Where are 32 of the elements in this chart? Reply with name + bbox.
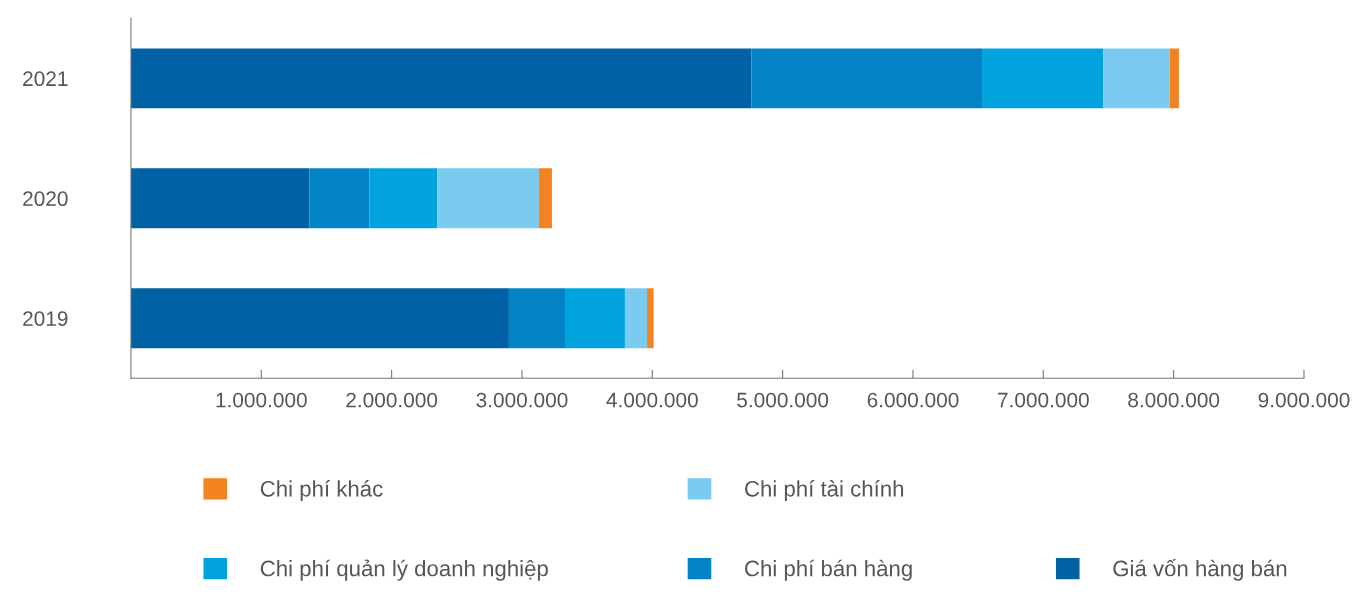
bar bbox=[751, 48, 983, 109]
x-tick-label: 9.000.000 bbox=[1258, 392, 1350, 408]
bar bbox=[508, 288, 565, 349]
bar bbox=[130, 288, 509, 349]
x-tick-label: 2.000.000 bbox=[346, 392, 438, 408]
x-tick-label: 8.000.000 bbox=[1128, 392, 1220, 408]
bar bbox=[647, 288, 654, 349]
bar bbox=[564, 288, 625, 349]
bar bbox=[1169, 48, 1179, 109]
x-tick-label: 6.000.000 bbox=[867, 392, 959, 408]
bar bbox=[130, 168, 310, 229]
bar bbox=[437, 168, 539, 229]
bar bbox=[1103, 48, 1170, 109]
bar bbox=[130, 48, 752, 109]
x-tick-label: 7.000.000 bbox=[998, 392, 1089, 408]
bar bbox=[982, 48, 1104, 109]
y-tick-label: 2019 bbox=[23, 311, 68, 326]
x-tick-label: 5.000.000 bbox=[737, 392, 829, 408]
legend-label: Chi phí khác bbox=[260, 480, 383, 502]
x-tick-label: 1.000.000 bbox=[216, 392, 307, 408]
bar bbox=[369, 168, 438, 229]
bar bbox=[309, 168, 370, 229]
legend-label: Chi phí bán hàng bbox=[745, 559, 912, 581]
legend-label: Chi phí quản lý doanh nghiệp bbox=[260, 559, 548, 581]
x-tick-label: 3.000.000 bbox=[476, 392, 568, 408]
bar bbox=[624, 288, 648, 349]
y-tick-label: 2021 bbox=[23, 71, 68, 87]
legend-label: Chi phí tài chính bbox=[745, 480, 904, 502]
legend-label: Giá vốn hàng bán bbox=[1113, 559, 1287, 581]
y-tick-label: 2020 bbox=[23, 191, 68, 207]
bar bbox=[538, 168, 552, 229]
x-tick-label: 4.000.000 bbox=[606, 392, 698, 408]
